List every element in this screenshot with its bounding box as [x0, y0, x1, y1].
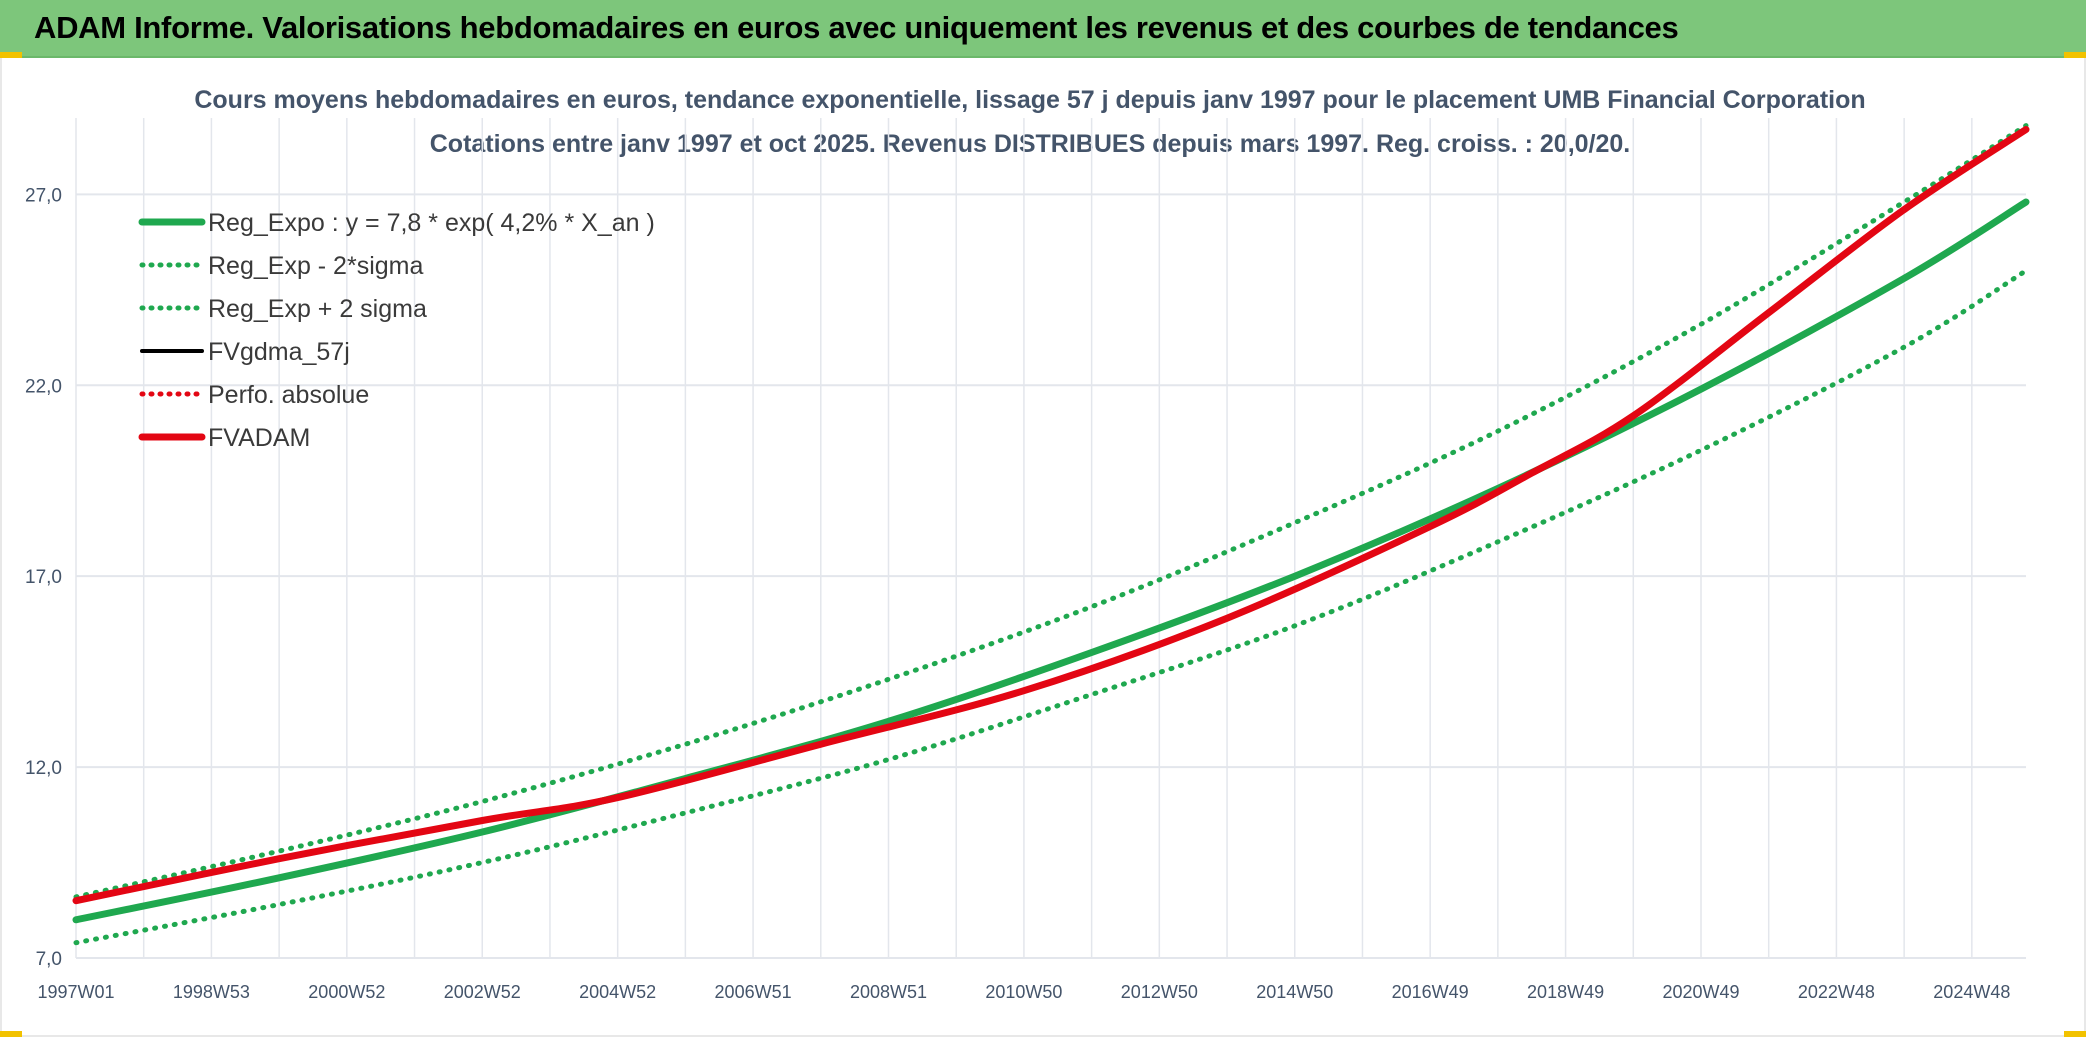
x-tick-label: 2008W51 — [850, 982, 927, 1002]
series-layer — [72, 123, 2030, 946]
corner-accent-top-right — [2064, 52, 2086, 58]
x-tick-label: 2012W50 — [1121, 982, 1198, 1002]
corner-accent-top-left — [0, 52, 22, 58]
corner-accent-bottom-left — [0, 1031, 22, 1037]
legend-label: FVADAM — [208, 424, 310, 452]
x-tick-label: 2010W50 — [985, 982, 1062, 1002]
series-line-fvadam — [72, 126, 2030, 905]
x-tick-label: 2014W50 — [1256, 982, 1333, 1002]
legend-label: Reg_Exp - 2*sigma — [208, 252, 423, 280]
y-tick-label: 17,0 — [25, 567, 62, 588]
x-axis-ticks: 1997W01 1998W53 2000W52 2002W52 2004W52 2006W… — [37, 982, 2010, 1002]
y-tick-label: 7,0 — [36, 949, 62, 970]
legend-label: Reg_Exp + 2 sigma — [208, 295, 427, 323]
x-tick-label: 1998W53 — [173, 982, 250, 1002]
y-axis-ticks: 7,0 12,0 17,0 22,0 27,0 — [25, 185, 62, 970]
legend-label: FVgdma_57j — [208, 338, 350, 366]
x-tick-label: 2002W52 — [444, 982, 521, 1002]
x-tick-label: 2024W48 — [1933, 982, 2010, 1002]
banner-title: ADAM Informe. Valorisations hebdomadaire… — [34, 10, 1679, 45]
series-line-reg-exp-2-sigma — [73, 123, 2029, 900]
x-tick-label: 2022W48 — [1798, 982, 1875, 1002]
chart-legend: Reg_Expo : y = 7,8 * exp( 4,2% * X_an ) R… — [138, 209, 655, 452]
x-tick-label: 2020W49 — [1662, 982, 1739, 1002]
y-tick-label: 12,0 — [25, 758, 62, 779]
horizontal-gridlines — [76, 193, 2026, 959]
x-tick-label: 2016W49 — [1392, 982, 1469, 1002]
x-tick-label: 2004W52 — [579, 982, 656, 1002]
legend-label: Perfo. absolue — [208, 381, 369, 409]
corner-accent-bottom-right — [2064, 1031, 2086, 1037]
legend-label: Reg_Expo : y = 7,8 * exp( 4,2% * X_an ) — [208, 209, 655, 237]
x-tick-label: 2018W49 — [1527, 982, 1604, 1002]
y-tick-label: 27,0 — [25, 185, 62, 206]
chart-title: Cours moyens hebdomadaires en euros, ten… — [194, 86, 1866, 114]
x-tick-label: 1997W01 — [37, 982, 114, 1002]
report-banner: ADAM Informe. Valorisations hebdomadaire… — [0, 0, 2086, 58]
x-tick-label: 2000W52 — [308, 982, 385, 1002]
series-line-reg-expo-y-7-8-exp-4-2-x-an — [72, 198, 2030, 924]
x-tick-label: 2006W51 — [715, 982, 792, 1002]
y-tick-label: 22,0 — [25, 376, 62, 397]
series-line-reg-exp-2-sigma — [73, 268, 2029, 946]
vertical-gridlines — [75, 118, 1973, 958]
